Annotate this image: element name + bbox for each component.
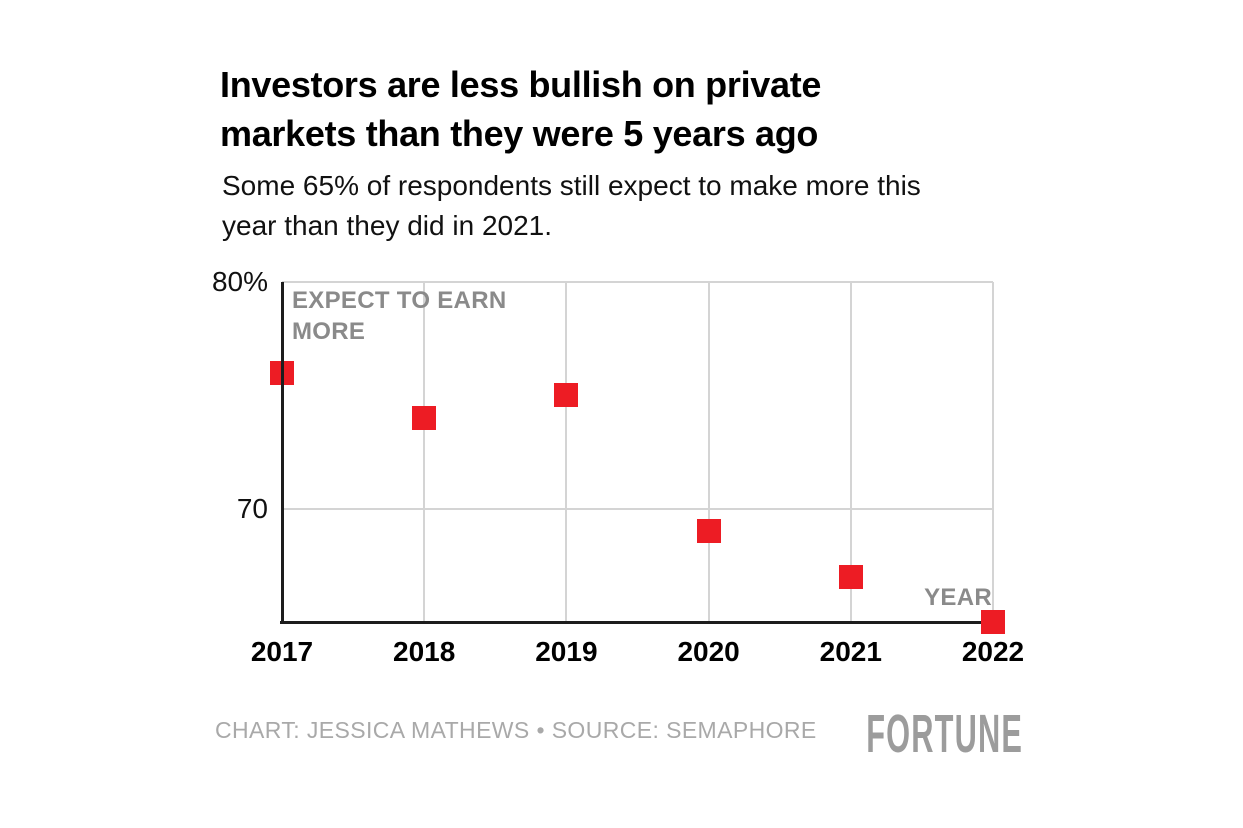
vertical-gridline [849,282,852,622]
data-point-marker [554,383,579,408]
data-point-marker [838,564,863,589]
vertical-gridline [992,282,994,622]
y-axis-tick-label: 70 [236,492,268,524]
x-axis-tick-label: 2020 [677,636,740,667]
chart-subtitle: Some 65% of respondents still expect to … [222,170,921,241]
data-point-marker [412,406,437,430]
x-axis-line [280,621,996,624]
vertical-gridline [423,282,426,622]
horizontal-gridline [282,507,993,510]
x-axis-tick-label: 2022 [961,636,1025,667]
series-label: EXPECT TO EARN MORE [292,287,507,345]
data-point-marker [981,610,1005,634]
x-axis-tick-label: 2019 [535,636,598,667]
x-axis-tick-label: 2017 [250,636,314,667]
x-axis-annotation: YEAR [924,584,992,611]
horizontal-gridline [282,281,993,283]
vertical-gridline [707,282,710,622]
data-point-marker [696,519,721,544]
x-axis-tick-label: 2018 [393,636,456,667]
chart-title: Investors are less bullish on private ma… [220,64,822,154]
vertical-gridline [565,282,568,622]
credit-line: CHART: JESSICA MATHEWS • SOURCE: SEMAPHO… [215,717,817,743]
y-axis-line [281,282,284,624]
y-axis-tick-label: 80% [211,266,268,297]
x-axis-tick-label: 2021 [819,636,882,667]
fortune-logo: FORTUNE [866,704,1023,764]
